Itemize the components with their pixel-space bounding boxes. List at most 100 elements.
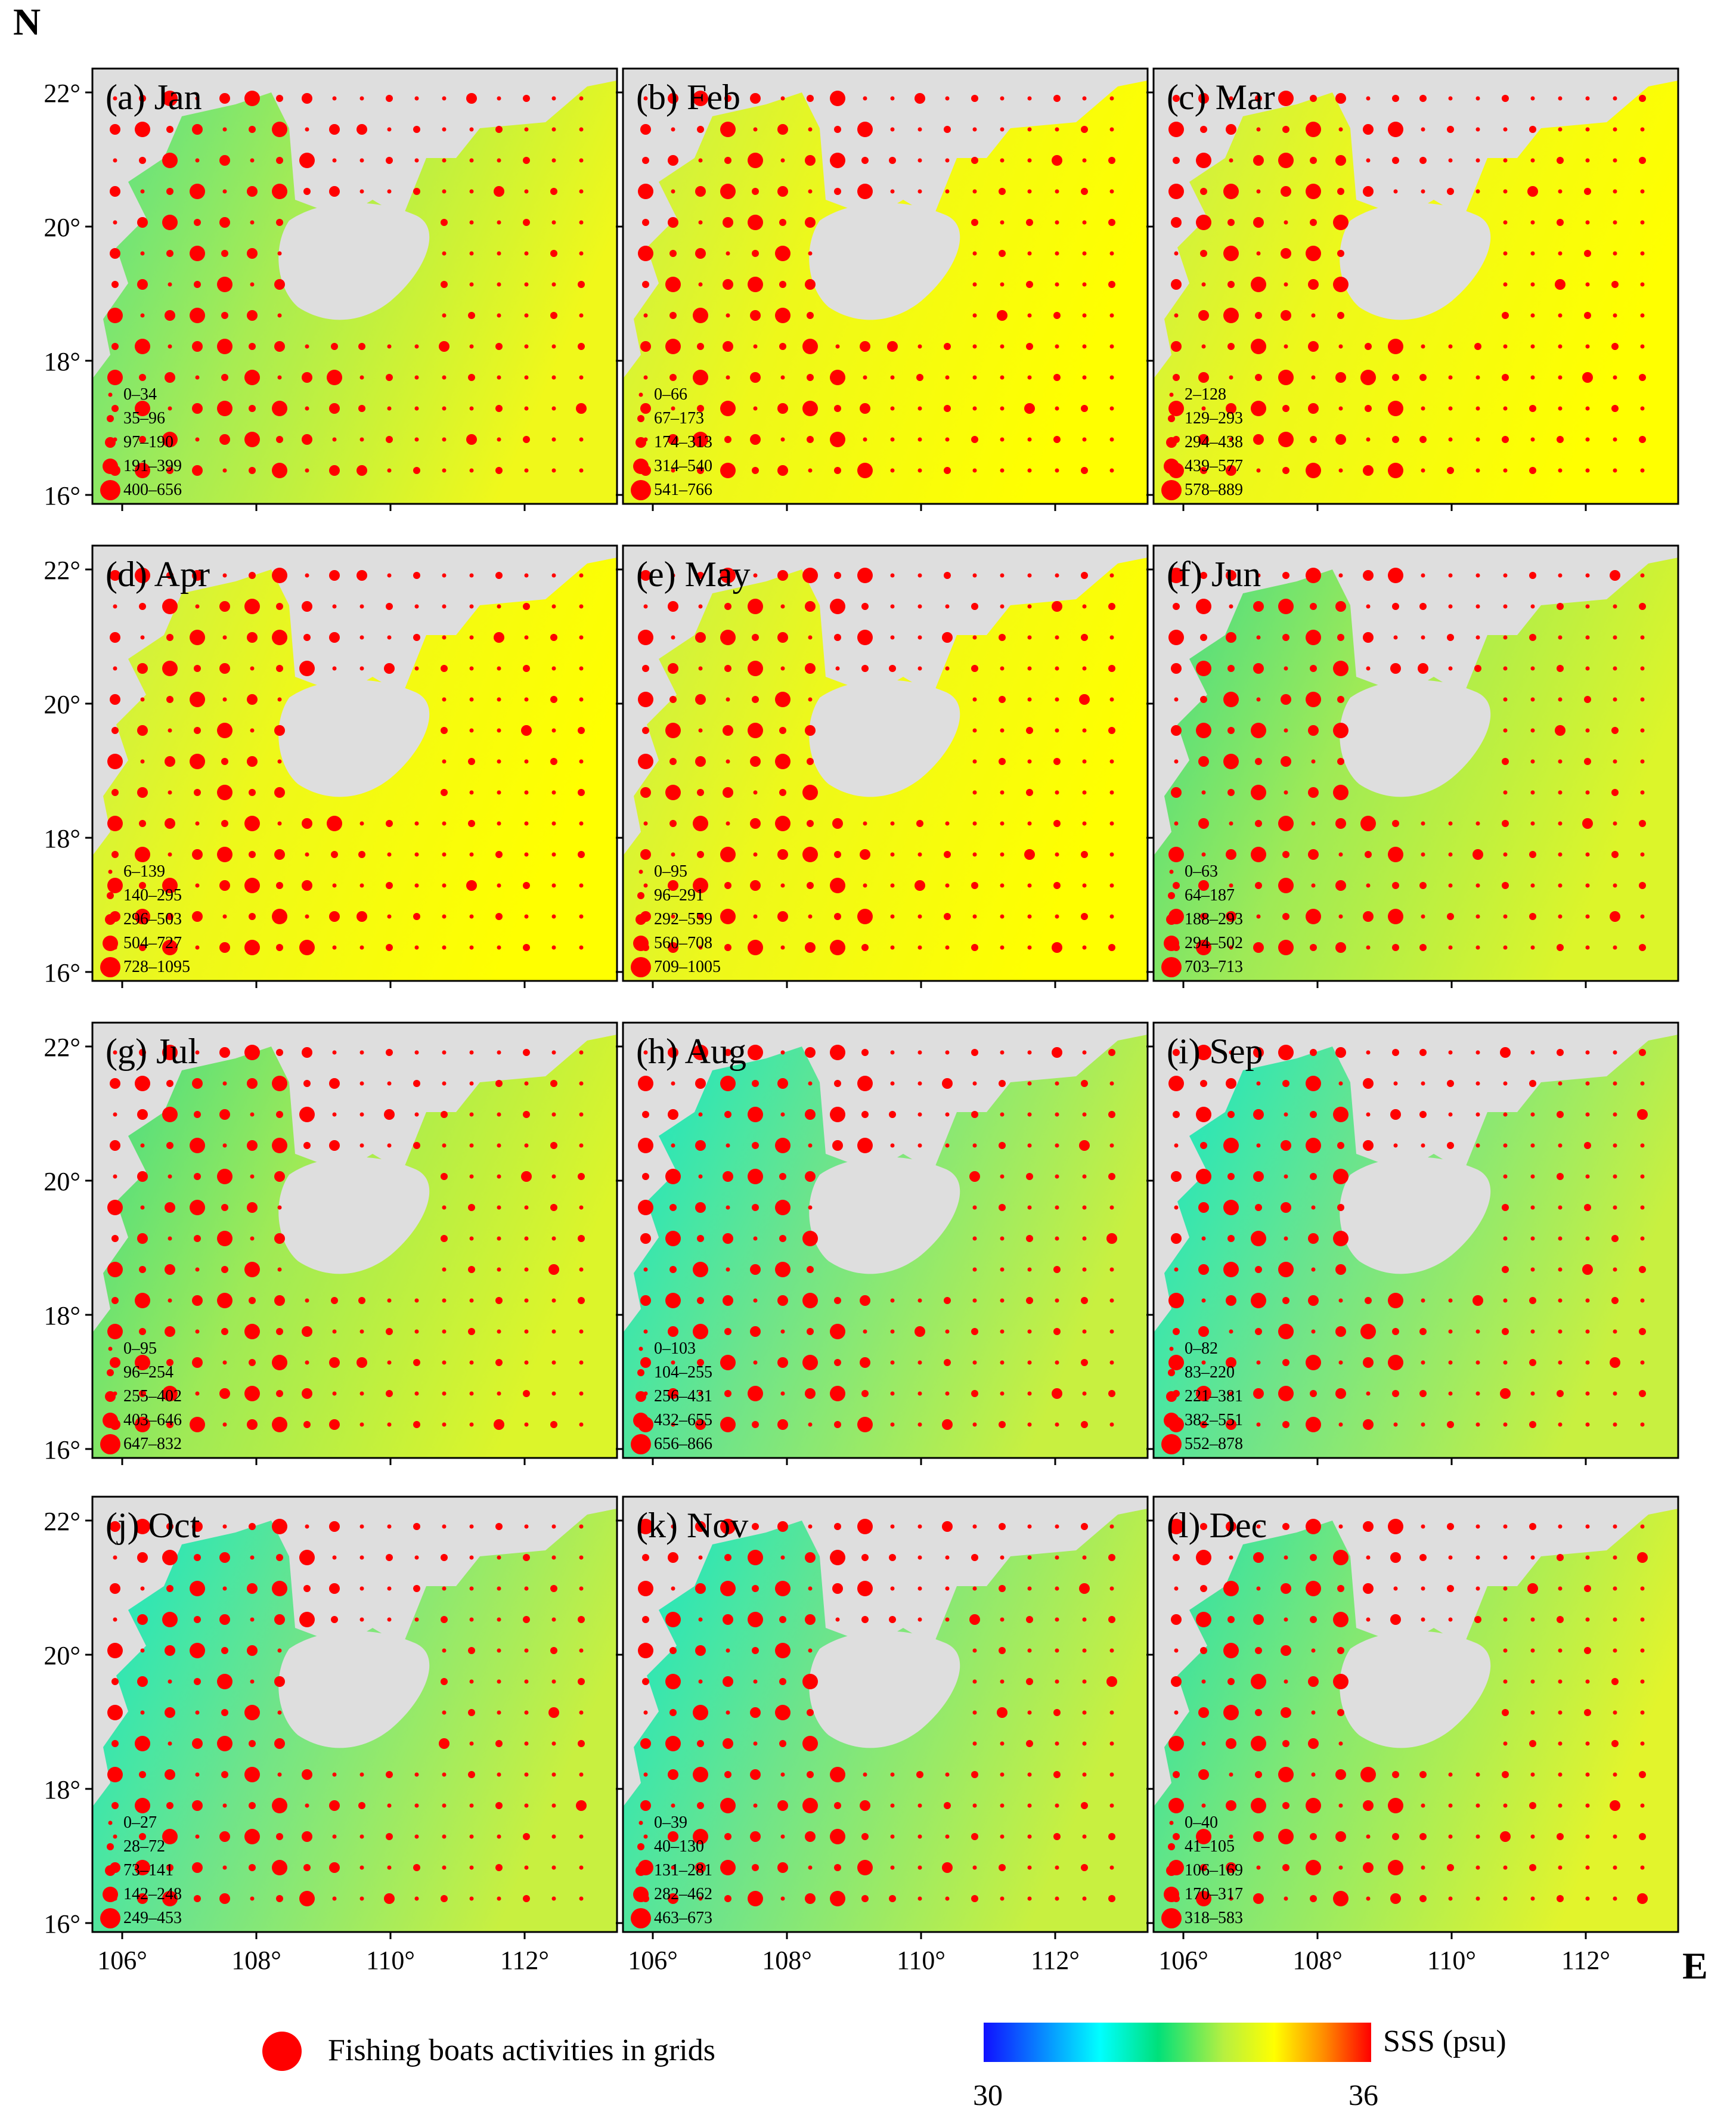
fishing-activity-dot xyxy=(917,189,922,194)
fishing-activity-dot xyxy=(1027,1143,1032,1148)
fishing-activity-dot xyxy=(414,1834,419,1839)
fishing-activity-dot xyxy=(442,1329,447,1334)
fishing-activity-dot xyxy=(1082,437,1087,442)
fishing-activity-dot xyxy=(250,1174,255,1179)
legend-range-label: 131–281 xyxy=(654,1861,712,1880)
fishing-activity-dot xyxy=(1585,158,1590,163)
fishing-activity-dot xyxy=(1338,1422,1343,1427)
fishing-activity-dot xyxy=(277,821,282,826)
fishing-activity-dot xyxy=(277,697,282,702)
fishing-activity-dot xyxy=(863,1772,867,1777)
fishing-activity-dot xyxy=(1338,1524,1343,1529)
fishing-activity-dot xyxy=(1106,1233,1117,1244)
legend-range-label: 0–82 xyxy=(1185,1339,1218,1358)
fishing-activity-dot xyxy=(110,570,120,581)
fishing-activity-dot xyxy=(693,91,708,106)
lat-tick-label: 22° xyxy=(44,1033,80,1062)
fishing-activity-dot xyxy=(1027,1555,1032,1560)
fishing-activity-dot xyxy=(1530,1896,1535,1901)
fishing-activity-dot xyxy=(244,599,260,614)
fishing-activity-dot xyxy=(1255,374,1262,381)
fishing-activity-dot xyxy=(1333,785,1348,800)
fishing-activity-dot xyxy=(1393,1143,1398,1148)
fishing-activity-dot xyxy=(332,96,337,101)
fishing-activity-dot xyxy=(579,697,584,702)
fishing-activity-dot xyxy=(777,1357,788,1368)
fishing-activity-dot xyxy=(775,1138,790,1153)
fishing-activity-dot xyxy=(272,1519,287,1534)
fishing-activity-dot xyxy=(195,1391,200,1396)
fishing-activity-dot xyxy=(1530,1174,1535,1179)
fishing-activity-dot xyxy=(1337,250,1344,257)
fishing-activity-dot xyxy=(219,1388,230,1399)
fishing-activity-dot xyxy=(523,1833,530,1840)
fishing-activity-dot xyxy=(1421,914,1425,919)
fishing-activity-dot xyxy=(329,1357,340,1368)
fishing-activity-dot xyxy=(386,1771,393,1778)
fishing-activity-dot xyxy=(469,1112,474,1117)
fishing-activity-dot xyxy=(272,909,287,924)
fishing-activity-dot xyxy=(1109,1710,1114,1715)
legend-range-label: 647–832 xyxy=(123,1435,182,1453)
fishing-activity-dot xyxy=(640,1357,651,1368)
fishing-activity-dot xyxy=(1251,847,1266,862)
fishing-activity-dot xyxy=(890,1803,895,1808)
fishing-activity-dot xyxy=(917,1555,922,1560)
fishing-activity-dot xyxy=(1558,1865,1563,1870)
fishing-activity-dot xyxy=(1284,1174,1288,1179)
fishing-activity-dot xyxy=(671,1803,675,1808)
fishing-activity-dot xyxy=(497,96,501,101)
panel-frame xyxy=(622,1021,1149,1459)
fishing-activity-dot xyxy=(1337,696,1344,703)
fishing-activity-dot xyxy=(779,1616,786,1623)
fishing-activity-dot xyxy=(1227,1173,1235,1180)
fishing-activity-dot xyxy=(469,1803,474,1808)
fishing-activity-dot xyxy=(195,1710,200,1715)
fishing-activity-dot xyxy=(999,758,1006,765)
fishing-activity-dot xyxy=(1081,913,1088,920)
fishing-activity-dot xyxy=(162,91,178,106)
fishing-activity-dot xyxy=(720,1581,736,1596)
fishing-activity-dot xyxy=(1503,468,1508,473)
fishing-activity-dot xyxy=(524,1298,529,1303)
fishing-activity-dot xyxy=(442,1834,447,1839)
fishing-activity-dot xyxy=(494,186,504,197)
fishing-activity-dot xyxy=(442,1391,447,1396)
legend-range-label: 129–293 xyxy=(1185,409,1243,428)
fishing-activity-dot xyxy=(468,312,475,319)
fishing-activity-dot xyxy=(723,1738,733,1749)
fishing-activity-dot xyxy=(442,697,447,702)
fishing-activity-dot xyxy=(140,1143,145,1148)
fishing-activity-dot xyxy=(1475,1143,1480,1148)
fishing-activity-dot xyxy=(1168,568,1184,583)
fishing-activity-dot xyxy=(247,186,258,197)
fishing-activity-dot xyxy=(668,1109,678,1120)
fishing-activity-dot xyxy=(1200,126,1207,133)
panel-frame xyxy=(622,544,1149,982)
fishing-activity-dot xyxy=(414,96,419,101)
fishing-activity-dot xyxy=(779,281,786,288)
fishing-activity-dot xyxy=(1223,184,1239,199)
fishing-activity-dot xyxy=(1109,344,1114,349)
fishing-activity-dot xyxy=(834,1523,841,1530)
fishing-activity-dot xyxy=(1421,1298,1425,1303)
fishing-activity-dot xyxy=(1027,666,1032,671)
fishing-activity-dot xyxy=(1448,158,1453,163)
fishing-activity-dot xyxy=(332,1834,337,1839)
fishing-activity-dot xyxy=(1475,1081,1480,1086)
fishing-activity-dot xyxy=(1311,1329,1316,1334)
fishing-activity-dot xyxy=(332,883,337,888)
legend-size-dot xyxy=(105,1865,116,1876)
fishing-activity-dot xyxy=(1082,604,1087,609)
fishing-activity-dot xyxy=(1640,1679,1645,1684)
fishing-activity-dot xyxy=(780,883,785,888)
fishing-activity-dot xyxy=(1640,666,1645,671)
fishing-activity-dot xyxy=(807,882,814,889)
fishing-activity-dot xyxy=(1448,406,1453,411)
fishing-activity-dot xyxy=(697,343,704,350)
fishing-activity-dot xyxy=(1475,1834,1480,1839)
fishing-activity-dot xyxy=(638,1581,653,1596)
legend-size-dot xyxy=(636,914,646,925)
fishing-activity-dot xyxy=(195,883,200,888)
